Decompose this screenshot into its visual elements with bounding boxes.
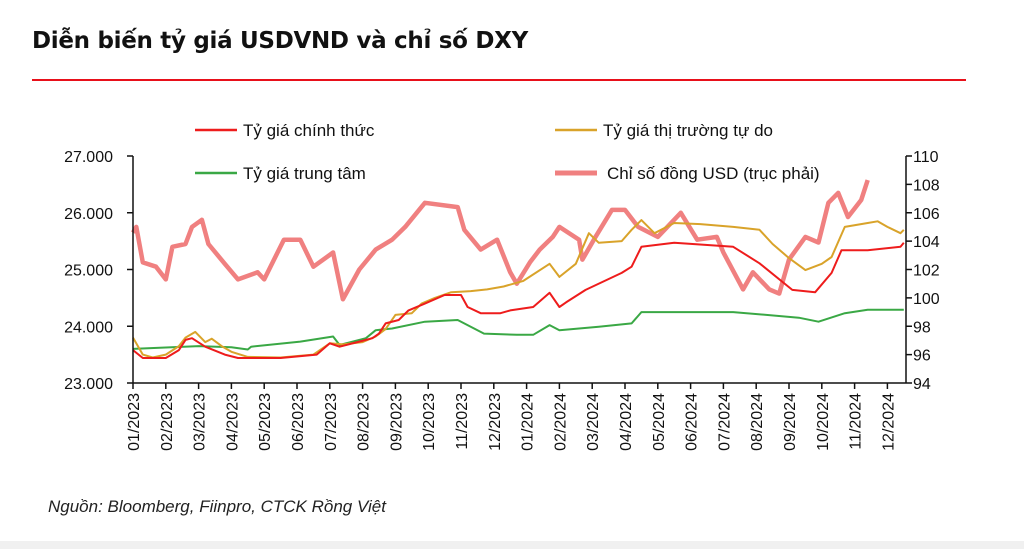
- series-line-0: [132, 241, 905, 359]
- axes: 23.000 24.000 25.000 26.000 27.000 94 96 98 100 1…: [64, 149, 940, 451]
- x-tick-label: 11/2024: [848, 393, 865, 450]
- x-tick-label: 07/2024: [716, 393, 733, 451]
- series-line-2: [132, 308, 904, 351]
- right-tick-label: 94: [913, 376, 931, 393]
- x-tick-label: 03/2023: [192, 393, 209, 451]
- x-tick-label: 04/2024: [618, 393, 635, 451]
- x-tick-label: 08/2023: [356, 393, 373, 451]
- x-tick-label: 07/2023: [323, 393, 340, 451]
- x-tick-label: 12/2024: [880, 393, 897, 451]
- left-tick-label: 27.000: [64, 149, 113, 166]
- right-tick-label: 98: [913, 319, 931, 336]
- series-line-1: [132, 219, 905, 359]
- x-tick-label: 05/2024: [651, 393, 668, 451]
- source-note: Nguồn: Bloomberg, Fiinpro, CTCK Rồng Việ…: [48, 497, 386, 516]
- right-tick-label: 106: [913, 206, 940, 223]
- series-line-3: [131, 179, 870, 302]
- x-tick-label: 06/2023: [290, 393, 307, 451]
- x-tick-label: 03/2024: [585, 393, 602, 451]
- footer-strip: [0, 541, 1024, 549]
- legend-label: Tỷ giá trung tâm: [243, 164, 366, 183]
- x-tick-label: 08/2024: [749, 393, 766, 451]
- legend: Tỷ giá chính thức Tỷ giá thị trường tự do…: [195, 121, 820, 183]
- right-tick-label: 96: [913, 348, 931, 365]
- x-tick-label: 02/2023: [159, 393, 176, 451]
- right-tick-label: 102: [913, 263, 940, 280]
- x-tick-label: 10/2024: [815, 393, 832, 451]
- x-tick-label: 10/2023: [421, 393, 438, 451]
- left-tick-label: 23.000: [64, 376, 113, 393]
- title-divider: [32, 79, 966, 81]
- x-tick-label: 11/2023: [454, 393, 471, 450]
- x-tick-label: 04/2023: [224, 393, 241, 451]
- left-tick-label: 26.000: [64, 206, 113, 223]
- right-tick-label: 110: [913, 149, 939, 166]
- left-tick-label: 25.000: [64, 263, 113, 280]
- x-tick-label: 05/2023: [257, 393, 274, 451]
- legend-label: Chỉ số đồng USD (trục phải): [607, 164, 820, 183]
- right-tick-label: 108: [913, 177, 940, 194]
- x-tick-label: 12/2023: [487, 393, 504, 451]
- right-tick-label: 100: [913, 291, 940, 308]
- x-tick-label: 01/2024: [520, 393, 537, 451]
- legend-label: Tỷ giá thị trường tự do: [603, 121, 773, 140]
- legend-label: Tỷ giá chính thức: [243, 121, 375, 140]
- left-tick-label: 24.000: [64, 319, 113, 336]
- right-tick-label: 104: [913, 234, 940, 251]
- x-tick-label: 02/2024: [552, 393, 569, 451]
- x-tick-label: 09/2024: [782, 393, 799, 451]
- plot-area: [131, 179, 905, 359]
- x-tick-label: 09/2023: [388, 393, 405, 451]
- x-tick-label: 06/2024: [684, 393, 701, 451]
- page-title: Diễn biến tỷ giá USDVND và chỉ số DXY: [32, 28, 528, 54]
- x-tick-label: 01/2023: [126, 393, 143, 451]
